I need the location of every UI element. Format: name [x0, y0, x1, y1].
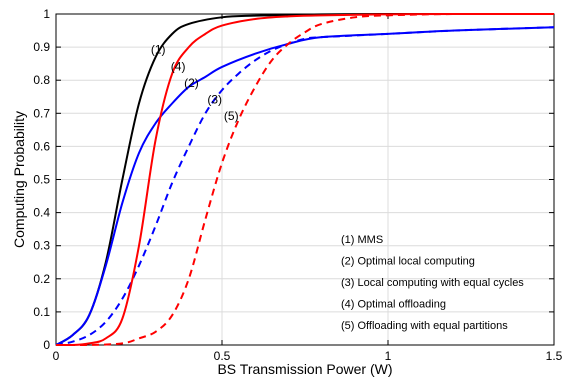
legend-entry: (1) MMS: [341, 234, 383, 246]
x-tick-label: 1: [385, 349, 392, 363]
series-line-2: [55, 26, 555, 346]
y-tick-label: 0: [43, 338, 50, 352]
y-tick-label: 0.8: [33, 73, 50, 87]
series-group: [55, 12, 555, 346]
curve-label: (2): [184, 76, 199, 90]
y-tick-label: 0.3: [33, 239, 50, 253]
axis-ticks: 0 0.5 1 1.5 0 0.1 0.2 0.3 0.4 0.5 0.6 0.7 0.8 0.9 1: [33, 7, 562, 363]
curve-label: (3): [207, 92, 222, 106]
x-tick-label: 1.5: [546, 349, 563, 363]
legend-entry: (5) Offloading with equal partitions: [341, 320, 508, 332]
curve-label: (4): [171, 59, 186, 73]
y-tick-label: 0.1: [33, 305, 50, 319]
x-tick-label: 0: [53, 349, 60, 363]
y-axis-label: Computing Probability: [11, 111, 27, 248]
legend-entry: (4) Optimal offloading: [341, 299, 446, 311]
y-tick-label: 0.5: [33, 173, 50, 187]
curve-label: (5): [224, 109, 239, 123]
curve-labels: (1) (4) (2) (3)(5): [151, 43, 239, 123]
y-tick-label: 0.6: [33, 139, 50, 153]
y-tick-label: 1: [43, 7, 50, 21]
y-tick-label: 0.7: [33, 106, 50, 120]
legend-entry: (3) Local computing with equal cycles: [341, 277, 524, 289]
x-tick-label: 0.5: [214, 349, 231, 363]
y-tick-label: 0.2: [33, 272, 50, 286]
x-axis-label: BS Transmission Power (W): [217, 361, 392, 377]
legend: (1) MMS (2) Optimal local computing (3) Lo…: [341, 234, 524, 332]
series-line-3: [55, 26, 555, 346]
legend-entry: (2) Optimal local computing: [341, 256, 475, 268]
y-tick-label: 0.4: [33, 206, 50, 220]
series-line-4: [55, 12, 554, 346]
curve-label: (1): [151, 43, 166, 57]
grid: [55, 13, 555, 346]
y-tick-label: 0.9: [33, 40, 50, 54]
